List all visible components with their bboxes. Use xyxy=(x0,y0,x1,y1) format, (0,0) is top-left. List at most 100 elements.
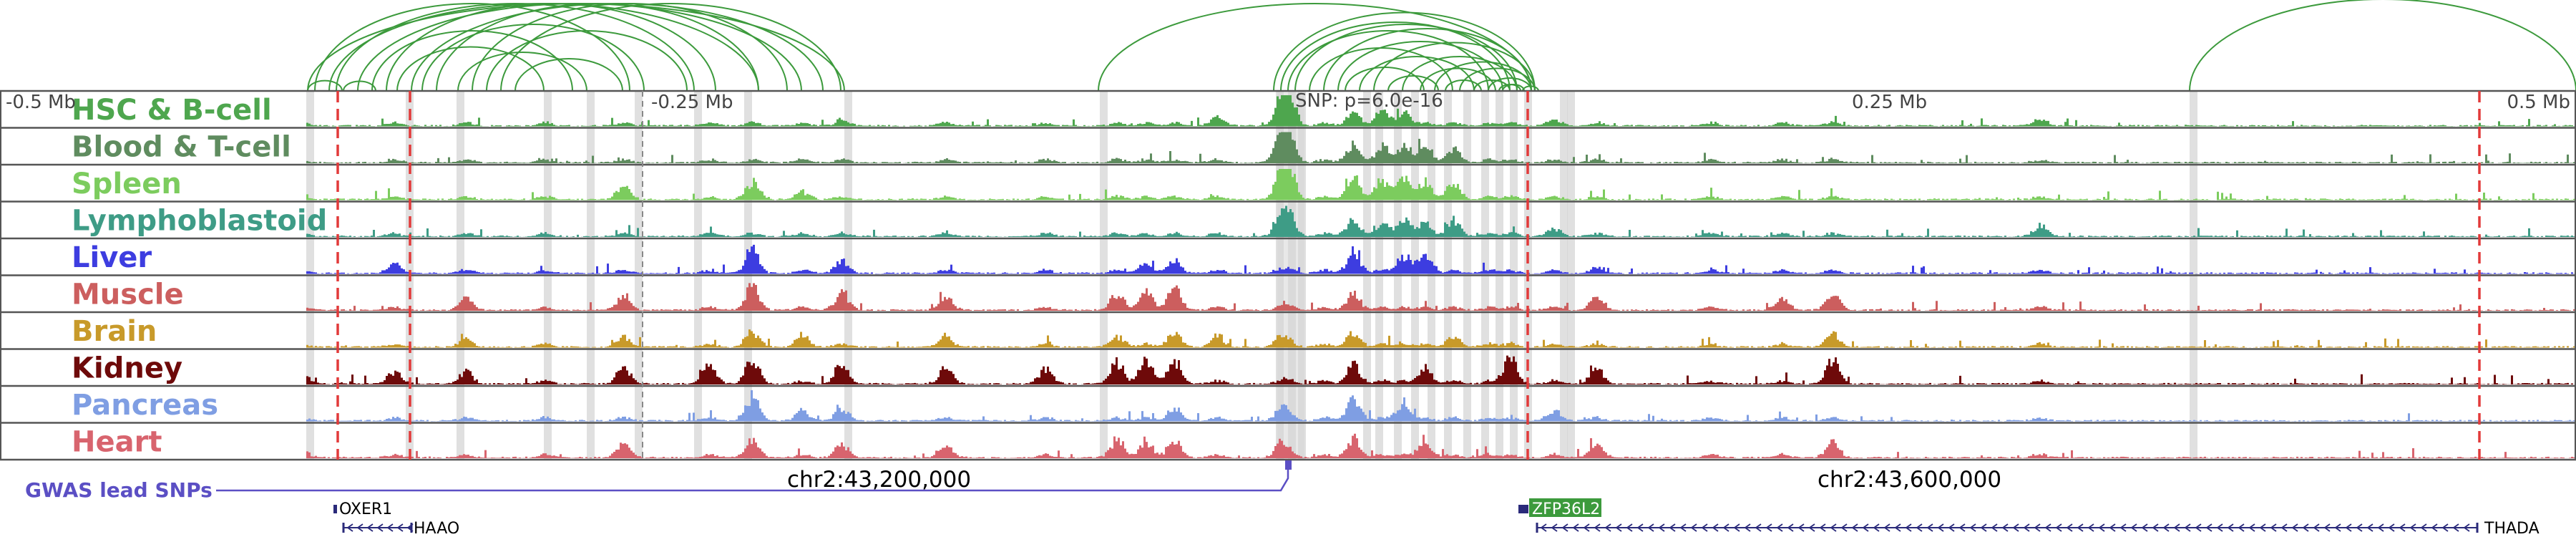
gwas-lead-snp-marker xyxy=(1285,460,1292,470)
strand-arrow xyxy=(1797,523,1805,532)
strand-arrow xyxy=(2463,523,2470,532)
strand-arrow xyxy=(2216,523,2223,532)
axis-tick-plus-025: 0.25 Mb xyxy=(1852,92,1927,113)
strand-arrow xyxy=(386,523,394,532)
strand-arrow xyxy=(396,523,404,532)
loop-arc xyxy=(457,52,587,92)
strand-arrow xyxy=(1626,523,1633,532)
strand-arrow xyxy=(1862,523,1869,532)
strand-arrow xyxy=(1744,523,1751,532)
strand-arrow xyxy=(2313,523,2320,532)
strand-arrow xyxy=(2334,523,2341,532)
strand-arrow xyxy=(1583,523,1590,532)
strand-arrow xyxy=(2012,523,2019,532)
loop-arc xyxy=(1420,67,1496,92)
loop-arc xyxy=(436,3,759,92)
gene-thada-label: THADA xyxy=(2484,520,2540,537)
snp-pvalue-label: SNP: p=6.0e-16 xyxy=(1295,90,1443,112)
haao-gene-track xyxy=(342,523,414,533)
track-label: Kidney xyxy=(72,352,182,385)
strand-arrow xyxy=(1733,523,1740,532)
strand-arrow xyxy=(2055,523,2062,532)
strand-arrow xyxy=(2452,523,2459,532)
strand-arrow xyxy=(2119,523,2127,532)
strand-arrow xyxy=(1948,523,1955,532)
loop-arc xyxy=(472,3,788,92)
strand-arrow xyxy=(2366,523,2373,532)
strand-arrow xyxy=(2141,523,2148,532)
strand-arrow xyxy=(1873,523,1880,532)
thada-gene-track xyxy=(1536,523,2479,533)
strand-arrow xyxy=(1658,523,1665,532)
loop-arc xyxy=(1359,56,1475,92)
strand-arrow xyxy=(2109,523,2116,532)
gwas-lead-snps-label: GWAS lead SNPs xyxy=(25,478,213,502)
track-label: Muscle xyxy=(72,279,184,311)
track-label: Blood & T-cell xyxy=(72,131,291,164)
strand-arrow xyxy=(1561,523,1568,532)
strand-arrow xyxy=(2227,523,2234,532)
chr-coordinate-left: chr2:43,200,000 xyxy=(787,467,971,493)
strand-arrow xyxy=(2001,523,2009,532)
strand-arrow xyxy=(1883,523,1890,532)
loop-arc xyxy=(2189,0,2576,92)
strand-arrow xyxy=(2044,523,2051,532)
loop-arc xyxy=(314,3,630,92)
track-signal xyxy=(306,169,2576,200)
strand-arrow xyxy=(1905,523,1912,532)
oxer1-gene-mark xyxy=(333,505,337,513)
track-signal xyxy=(306,433,2576,458)
strand-arrow xyxy=(2441,523,2449,532)
track-label: Pancreas xyxy=(72,389,218,422)
loop-arc xyxy=(514,58,623,92)
signal-peaks xyxy=(306,205,2576,237)
strand-arrow xyxy=(2431,523,2438,532)
strand-arrow xyxy=(2302,523,2309,532)
chromatin-loops xyxy=(307,0,2576,92)
strand-arrow xyxy=(2248,523,2255,532)
signal-peaks xyxy=(306,355,2576,384)
loop-arc xyxy=(421,24,645,92)
loop-arc xyxy=(1473,79,1511,92)
strand-arrow xyxy=(2409,523,2416,532)
strand-arrow xyxy=(2238,523,2245,532)
gene-haao-label: HAAO xyxy=(414,520,459,537)
strand-arrow xyxy=(2323,523,2331,532)
strand-arrow xyxy=(376,523,384,532)
strand-arrow xyxy=(2345,523,2352,532)
signal-peaks xyxy=(306,244,2576,274)
strand-arrow xyxy=(2152,523,2159,532)
loop-arc xyxy=(486,30,688,92)
strand-arrow xyxy=(1679,523,1687,532)
strand-arrow xyxy=(2173,523,2180,532)
strand-arrow xyxy=(1540,523,1547,532)
strand-arrow xyxy=(1937,523,1944,532)
gene-oxer1-label: OXER1 xyxy=(339,500,392,518)
strand-arrow xyxy=(1787,523,1794,532)
loop-arc xyxy=(1522,85,1539,92)
strand-arrow xyxy=(2356,523,2363,532)
loop-arc xyxy=(307,79,343,92)
strand-arrow xyxy=(2388,523,2395,532)
strand-arrow xyxy=(1958,523,1966,532)
strand-arrow xyxy=(2098,523,2105,532)
signal-peaks xyxy=(306,132,2576,163)
strand-arrow xyxy=(2034,523,2041,532)
track-signal xyxy=(306,283,2576,311)
track-label: Liver xyxy=(72,241,152,274)
strand-arrow xyxy=(1926,523,1933,532)
strand-arrow xyxy=(2162,523,2170,532)
strand-arrow xyxy=(1712,523,1719,532)
track-signal xyxy=(306,244,2576,274)
axis-tick-right: 0.5 Mb xyxy=(2507,92,2570,113)
strand-arrow xyxy=(356,523,364,532)
strand-arrow xyxy=(1808,523,1815,532)
strand-arrow xyxy=(2280,523,2288,532)
strand-arrow xyxy=(1755,523,1762,532)
signal-peaks xyxy=(306,433,2576,458)
loop-arc xyxy=(1387,75,1439,92)
strand-arrow xyxy=(2023,523,2030,532)
strand-arrow xyxy=(1701,523,1708,532)
strand-arrow xyxy=(1669,523,1676,532)
